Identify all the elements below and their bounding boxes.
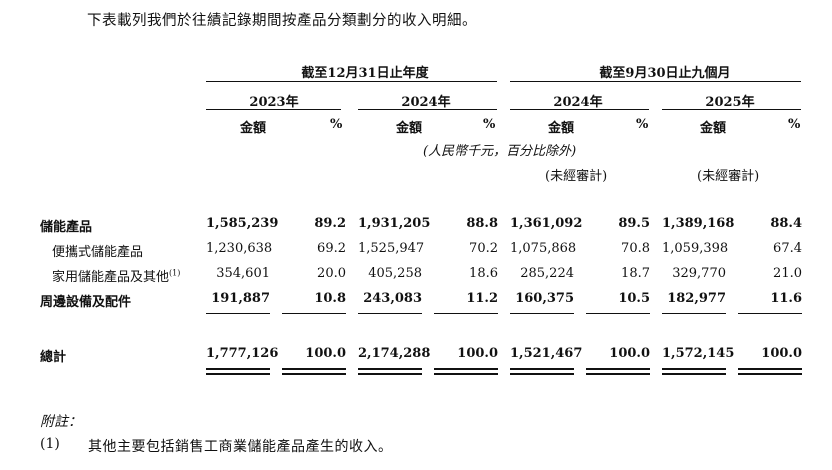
table-cell: 1,521,467 bbox=[510, 346, 583, 361]
table-cell: 11.6 bbox=[770, 291, 802, 306]
total-double-line bbox=[358, 373, 422, 375]
intro-text: 下表載列我們於往績記錄期間按產品分類劃分的收入明細。 bbox=[87, 13, 477, 29]
table-cell: 1,585,239 bbox=[206, 216, 279, 231]
table-cell: 67.4 bbox=[773, 241, 802, 256]
subtotal-line bbox=[586, 313, 650, 314]
period-underline-full-year bbox=[206, 81, 497, 82]
year-underline-2 bbox=[358, 109, 497, 110]
row-label-total: 總計 bbox=[40, 350, 67, 365]
table-cell: 354,601 bbox=[216, 266, 270, 281]
total-double-line bbox=[510, 373, 574, 375]
table-cell: 329,770 bbox=[672, 266, 726, 281]
subtotal-line bbox=[434, 313, 498, 314]
total-double-line bbox=[586, 373, 650, 375]
table-cell: 2,174,288 bbox=[358, 346, 431, 361]
table-cell: 69.2 bbox=[317, 241, 346, 256]
subtotal-line bbox=[738, 313, 802, 314]
total-double-line bbox=[586, 368, 650, 370]
col-amount-2: 金額 bbox=[396, 121, 423, 136]
table-cell: 88.8 bbox=[466, 216, 498, 231]
subtotal-line bbox=[358, 313, 422, 314]
table-cell: 89.5 bbox=[618, 216, 650, 231]
col-amount-4: 金額 bbox=[700, 121, 727, 136]
table-cell: 10.5 bbox=[618, 291, 650, 306]
total-double-line bbox=[206, 368, 270, 370]
year-underline-1 bbox=[206, 109, 341, 110]
total-double-line bbox=[434, 373, 498, 375]
total-double-line bbox=[510, 368, 574, 370]
total-double-line bbox=[282, 368, 346, 370]
table-cell: 10.8 bbox=[314, 291, 346, 306]
subtotal-line bbox=[510, 313, 574, 314]
total-double-line bbox=[434, 368, 498, 370]
table-cell: 1,075,868 bbox=[510, 241, 577, 256]
total-double-line bbox=[738, 368, 802, 370]
total-double-line bbox=[738, 373, 802, 375]
year-underline-4 bbox=[662, 109, 801, 110]
col-amount-3: 金額 bbox=[548, 121, 575, 136]
total-double-line bbox=[206, 373, 270, 375]
table-cell: 20.0 bbox=[317, 266, 346, 281]
table-cell: 1,931,205 bbox=[358, 216, 431, 231]
table-cell: 191,887 bbox=[211, 291, 270, 306]
total-double-line bbox=[358, 368, 422, 370]
table-cell: 1,230,638 bbox=[206, 241, 273, 256]
table-cell: 70.8 bbox=[621, 241, 650, 256]
table-cell: 89.2 bbox=[314, 216, 346, 231]
row-label-portable: 便攜式儲能產品 bbox=[52, 245, 144, 260]
unaudited-note-2: (未經審計) bbox=[697, 169, 760, 184]
table-cell: 88.4 bbox=[770, 216, 802, 231]
table-cell: 243,083 bbox=[363, 291, 422, 306]
table-cell: 1,361,092 bbox=[510, 216, 583, 231]
units-note: (人民幣千元，百分比除外) bbox=[423, 144, 577, 159]
total-double-line bbox=[282, 373, 346, 375]
year-underline-3 bbox=[510, 109, 649, 110]
table-cell: 1,059,398 bbox=[662, 241, 729, 256]
col-amount-1: 金額 bbox=[240, 121, 267, 136]
table-cell: 1,389,168 bbox=[662, 216, 735, 231]
table-cell: 18.6 bbox=[469, 266, 498, 281]
table-cell: 285,224 bbox=[520, 266, 574, 281]
footnote-number: (1) bbox=[40, 436, 60, 452]
table-cell: 1,777,126 bbox=[206, 346, 279, 361]
year-header-1: 2023年 bbox=[249, 95, 299, 110]
table-cell: 100.0 bbox=[457, 346, 498, 361]
col-pct-2: % bbox=[483, 117, 496, 132]
period-header-nine-months: 截至9月30日止九個月 bbox=[599, 66, 731, 81]
table-cell: 18.7 bbox=[621, 266, 650, 281]
year-header-3: 2024年 bbox=[553, 95, 603, 110]
row-label-accessories: 周邊設備及配件 bbox=[40, 295, 132, 310]
table-cell: 1,525,947 bbox=[358, 241, 425, 256]
table-cell: 100.0 bbox=[761, 346, 802, 361]
unaudited-note-1: (未經審計) bbox=[545, 169, 608, 184]
table-cell: 70.2 bbox=[469, 241, 498, 256]
table-cell: 11.2 bbox=[466, 291, 498, 306]
row-label-energy-storage: 儲能產品 bbox=[40, 220, 93, 235]
table-cell: 21.0 bbox=[773, 266, 802, 281]
footnote-text: 其他主要包括銷售工商業儲能產品產生的收入。 bbox=[88, 439, 393, 455]
year-header-4: 2025年 bbox=[705, 95, 755, 110]
year-header-2: 2024年 bbox=[401, 95, 451, 110]
subtotal-line bbox=[206, 313, 270, 314]
col-pct-1: % bbox=[330, 117, 343, 132]
row-label-home-text: 家用儲能產品及其他 bbox=[52, 270, 170, 285]
table-cell: 1,572,145 bbox=[662, 346, 735, 361]
total-double-line bbox=[662, 373, 726, 375]
subtotal-line bbox=[282, 313, 346, 314]
period-underline-nine-months bbox=[510, 81, 801, 82]
row-label-home: 家用儲能產品及其他(1) bbox=[52, 266, 180, 285]
table-cell: 100.0 bbox=[609, 346, 650, 361]
period-header-full-year: 截至12月31日止年度 bbox=[301, 66, 429, 81]
footnote-title: 附註： bbox=[40, 414, 82, 430]
table-cell: 405,258 bbox=[368, 266, 422, 281]
subtotal-line bbox=[662, 313, 726, 314]
total-double-line bbox=[662, 368, 726, 370]
col-pct-4: % bbox=[788, 117, 801, 132]
footnote-marker: (1) bbox=[169, 268, 181, 278]
table-cell: 182,977 bbox=[667, 291, 726, 306]
table-cell: 100.0 bbox=[305, 346, 346, 361]
table-cell: 160,375 bbox=[515, 291, 574, 306]
col-pct-3: % bbox=[636, 117, 649, 132]
